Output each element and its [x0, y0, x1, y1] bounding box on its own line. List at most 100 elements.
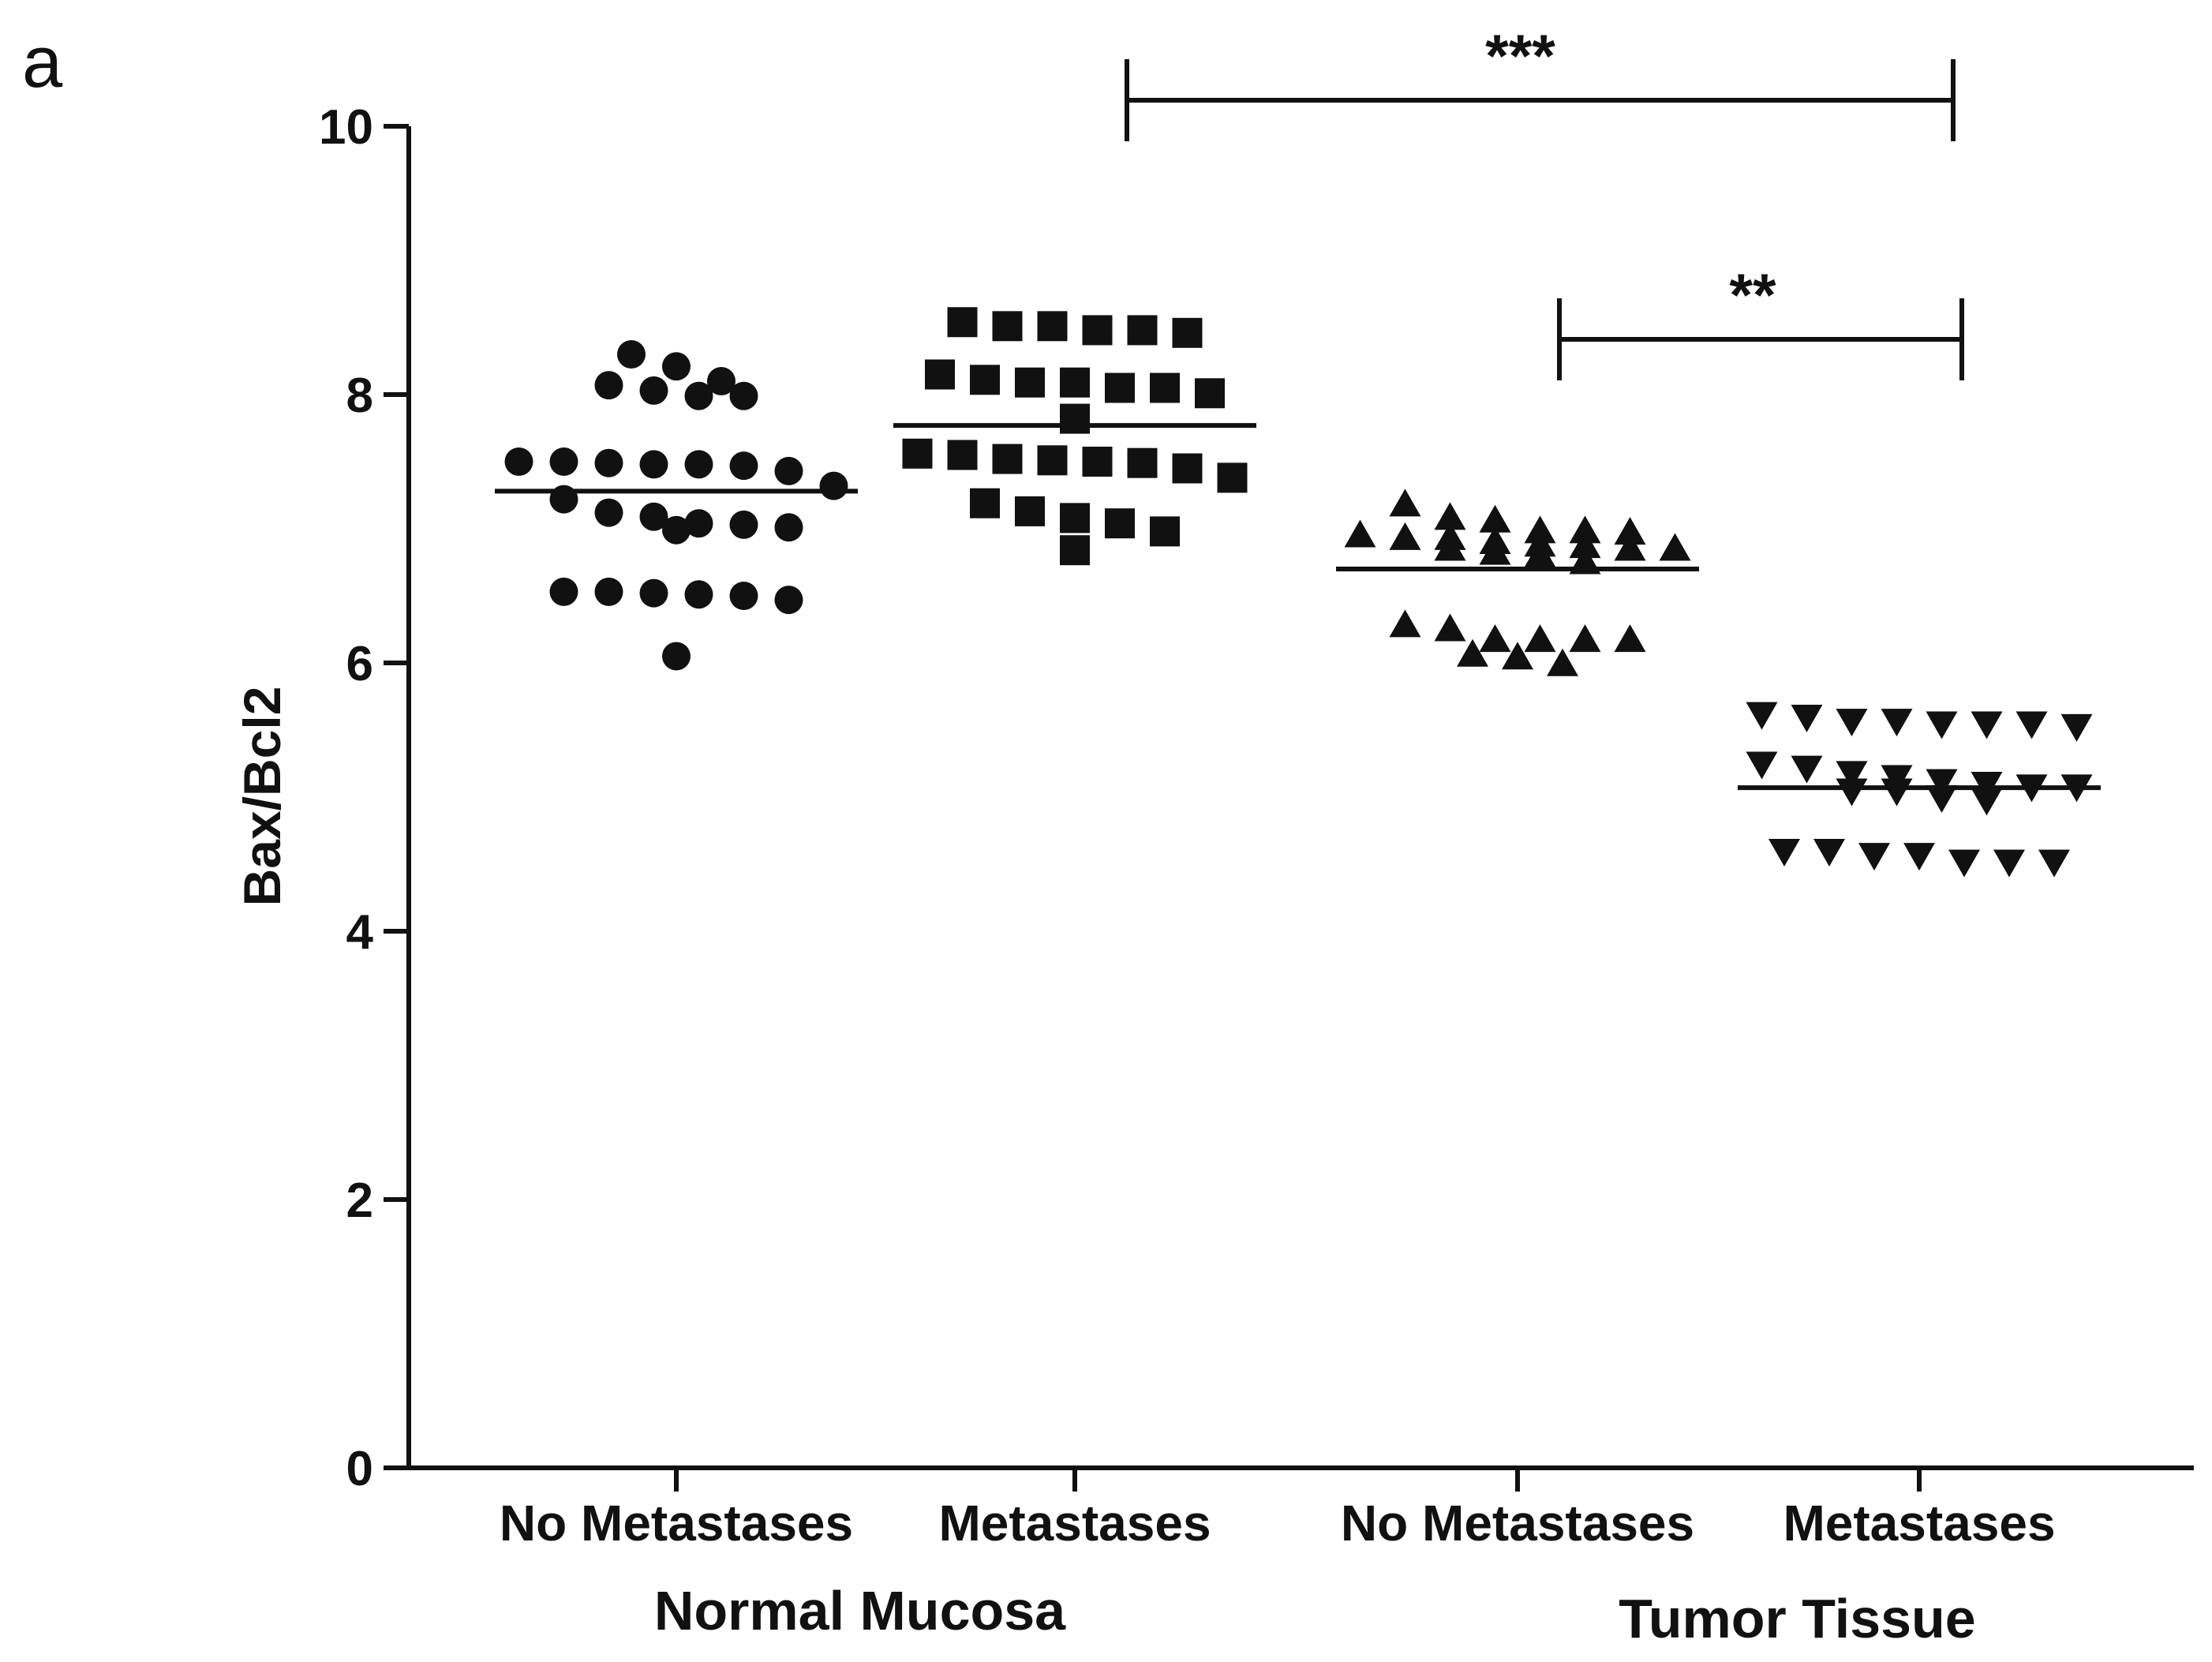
data-point	[1614, 624, 1646, 653]
significance-brackets: *****	[1125, 23, 1964, 380]
y-tick-label: 2	[346, 1174, 373, 1228]
data-point	[1569, 530, 1601, 559]
data-point	[729, 582, 758, 610]
data-point	[1813, 839, 1845, 867]
data-point	[1434, 502, 1466, 530]
data-point	[1768, 839, 1800, 867]
x-category-label: No Metastases	[500, 1495, 853, 1552]
data-point	[774, 513, 803, 542]
data-point	[639, 578, 668, 608]
data-point	[617, 340, 646, 369]
data-point	[1060, 535, 1090, 566]
data-point	[1082, 315, 1113, 346]
data-point	[1614, 517, 1646, 545]
data-point	[992, 311, 1023, 342]
data-point	[549, 447, 578, 476]
data-point	[1150, 516, 1180, 547]
data-point	[1037, 311, 1068, 342]
x-category-label: Metastases	[938, 1495, 1211, 1552]
data-point	[774, 456, 803, 485]
data-point	[1524, 624, 1556, 653]
data-point	[1971, 788, 2003, 816]
data-point	[729, 451, 758, 481]
data-point	[1881, 709, 1913, 737]
data-point	[1172, 317, 1203, 348]
data-point	[2060, 713, 2093, 742]
data-point	[1434, 533, 1466, 561]
data-point	[1569, 624, 1601, 653]
data-point	[1903, 843, 1935, 871]
data-point	[1926, 769, 1958, 797]
data-point	[1060, 367, 1090, 398]
y-tick-label: 10	[319, 100, 373, 155]
data-point	[1993, 849, 2025, 878]
data-point	[1948, 849, 1980, 878]
mean-lines	[495, 423, 2101, 791]
data-point	[639, 450, 668, 479]
data-point	[902, 438, 933, 469]
y-tick-label: 8	[346, 369, 373, 423]
data-point	[639, 502, 668, 531]
data-point	[1836, 778, 1868, 807]
data-point	[2016, 711, 2048, 739]
data-point	[1547, 648, 1578, 676]
y-tick-label: 6	[346, 637, 373, 691]
data-point	[970, 365, 1000, 395]
data-point	[1434, 613, 1466, 642]
data-point	[1127, 315, 1158, 346]
data-point	[707, 367, 735, 395]
data-point	[662, 352, 691, 381]
data-point	[1659, 533, 1691, 561]
y-axis-title: Bax/Bcl2	[233, 687, 291, 907]
data-point	[594, 371, 623, 400]
data-point	[1746, 702, 1778, 730]
data-point	[1060, 503, 1090, 533]
data-point	[594, 448, 623, 477]
data-point	[662, 515, 691, 545]
data-point	[729, 381, 758, 410]
x-category-label: No Metastases	[1341, 1495, 1694, 1552]
significance-label: **	[1729, 262, 1776, 329]
group-label: Tumor Tissue	[1619, 1588, 1976, 1649]
data-point	[639, 376, 668, 405]
data-point	[684, 450, 713, 479]
data-point	[1060, 403, 1090, 434]
axes	[384, 124, 2194, 1492]
data-point	[1524, 540, 1556, 567]
data-point	[1926, 785, 1958, 813]
data-point	[1791, 755, 1823, 784]
data-point	[1389, 522, 1421, 550]
data-point	[1479, 504, 1511, 533]
data-point	[684, 509, 713, 538]
data-point	[1457, 638, 1488, 667]
y-tick-label: 4	[346, 905, 374, 960]
data-point	[1858, 843, 1890, 871]
data-point	[594, 498, 623, 527]
data-point	[1015, 367, 1045, 398]
data-point	[1150, 372, 1180, 403]
data-point	[1172, 453, 1203, 484]
data-point	[684, 381, 713, 410]
data-point	[1217, 462, 1248, 493]
data-point	[1791, 705, 1823, 732]
x-category-label: Metastases	[1783, 1495, 2055, 1552]
data-point	[1614, 533, 1646, 561]
data-point	[504, 447, 533, 476]
data-point	[1569, 515, 1601, 544]
data-point	[1105, 508, 1135, 539]
data-point	[662, 642, 691, 671]
data-point	[1836, 709, 1868, 737]
data-point	[947, 440, 978, 470]
data-point	[774, 586, 803, 615]
data-point	[1389, 488, 1421, 517]
data-point	[1881, 778, 1913, 807]
axis-labels: 0 2 4 6 8 10 No Metastases Metastases No Metasta…	[233, 100, 2056, 1649]
panel-label: a	[22, 22, 63, 103]
y-tick-label: 0	[346, 1442, 373, 1496]
data-point	[1926, 711, 1958, 739]
data-point	[1082, 447, 1113, 477]
significance-label: ***	[1485, 23, 1555, 90]
data-point	[1479, 537, 1511, 565]
data-point	[1971, 711, 2003, 739]
